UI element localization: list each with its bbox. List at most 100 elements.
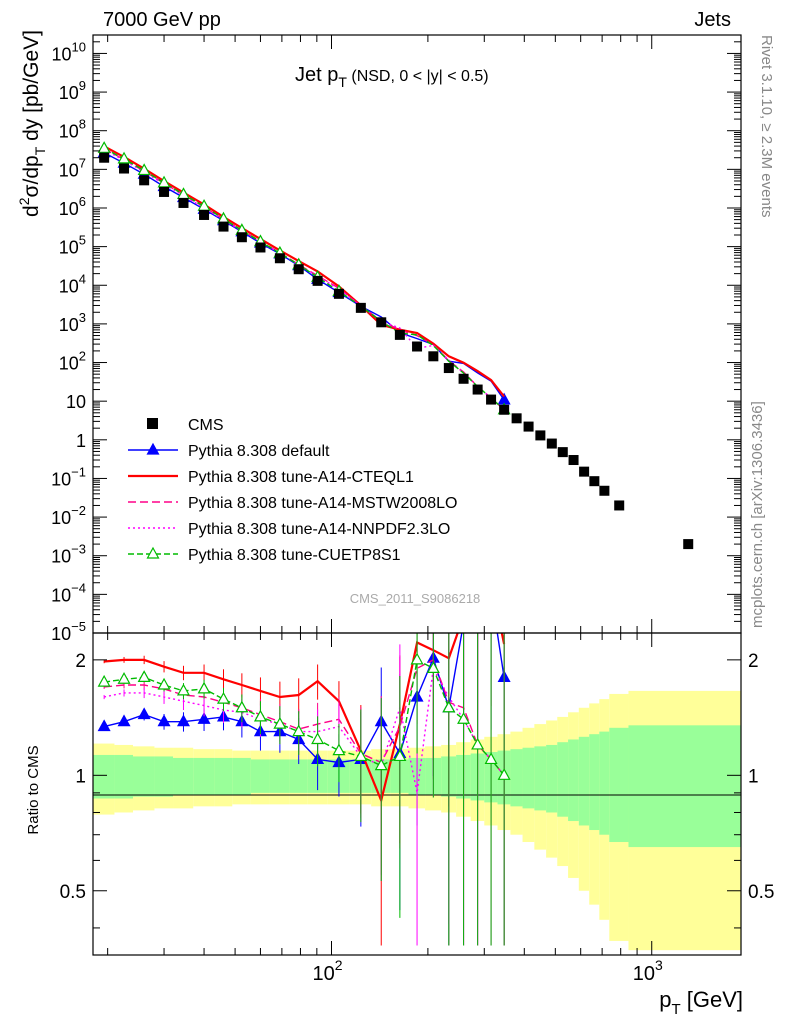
ratio-panel-frame <box>92 632 742 956</box>
ratio-series-marker <box>442 700 456 713</box>
cms-data-point <box>511 413 522 424</box>
y-tick-label: 105 <box>59 233 86 258</box>
cms-data-point <box>472 384 483 395</box>
legend-item: Pythia 8.308 default <box>128 442 330 460</box>
cms-data-point <box>178 197 189 208</box>
ratio-band-inner-bin <box>154 756 174 797</box>
ratio-band-inner-bin <box>193 757 215 795</box>
ratio-series-marker <box>176 683 190 696</box>
main-series-marker <box>117 151 131 164</box>
ratio-band-inner-bin <box>289 759 308 793</box>
legend-item: Pythia 8.308 tune-CUETP8S1 <box>128 546 401 564</box>
ratio-uncertainty-band-inner <box>93 725 741 848</box>
legend-label: CMS <box>188 417 224 434</box>
ratio-series-marker <box>216 691 231 704</box>
ratio-series-marker <box>137 670 151 683</box>
header-left: 7000 GeV pp <box>103 9 221 31</box>
legend-label: Pythia 8.308 tune-A14-CTEQL1 <box>188 469 414 486</box>
ratio-band-inner-bin <box>173 757 194 795</box>
ratio-series-marker <box>117 672 131 684</box>
analysis-watermark: CMS_2011_S9086218 <box>350 591 481 606</box>
ratio-series-marker <box>253 709 267 722</box>
cms-data-point <box>599 485 610 496</box>
ratio-series-marker <box>197 681 211 694</box>
y-tick-label: 107 <box>59 155 86 180</box>
cms-data-point <box>312 275 323 286</box>
ratio-series-marker <box>157 677 171 690</box>
ratio-series-marker <box>176 714 190 727</box>
y-tick-label: 103 <box>59 310 86 335</box>
cms-data-point <box>139 175 150 186</box>
legend-item: Pythia 8.308 tune-A14-CTEQL1 <box>128 469 414 486</box>
ratio-y-axis-label: Ratio to CMS <box>25 745 42 834</box>
ratio-series-marker <box>332 743 346 756</box>
x-tick-label: 103 <box>633 957 663 985</box>
legend-label: Pythia 8.308 tune-A14-MSTW2008LO <box>188 495 457 512</box>
y-tick-label: 102 <box>59 349 86 374</box>
ratio-band-inner-bin <box>214 757 233 795</box>
cms-data-point <box>199 209 210 220</box>
cms-data-point <box>333 288 344 299</box>
cms-data-point <box>218 221 229 232</box>
ratio-band-inner-bin <box>628 725 741 848</box>
ratio-series-marker <box>197 712 211 724</box>
ratio-band-inner-bin <box>93 754 115 799</box>
ratio-series-marker <box>117 714 131 727</box>
ratio-series-marker <box>374 758 388 771</box>
legend: CMS Pythia 8.308 default Pythia 8.308 tune… <box>128 417 457 564</box>
ratio-band-inner-bin <box>557 742 569 817</box>
ratio-band-inner-bin <box>250 759 270 793</box>
legend-item: Pythia 8.308 tune-A14-MSTW2008LO <box>128 495 457 512</box>
ratio-series-marker <box>137 707 151 720</box>
cms-data-point <box>376 317 387 328</box>
y-tick-label: 10−5 <box>51 619 86 644</box>
y-tick-label: 10−2 <box>51 503 86 528</box>
ratio-series-marker <box>484 752 498 765</box>
cms-data-point <box>683 539 694 550</box>
ratio-series-marker <box>497 768 511 780</box>
ratio-band-inner-bin <box>269 759 290 793</box>
ratio-band-inner-bin <box>609 727 629 843</box>
y-tick-label: 104 <box>59 271 86 296</box>
y-axis-label: d2σ/dpT dy [pb/GeV] <box>16 30 48 217</box>
cms-data-point <box>499 404 510 415</box>
ratio-band-inner-bin <box>546 744 558 813</box>
cms-data-point <box>579 466 590 477</box>
ratio-series-marker <box>458 617 469 627</box>
cms-data-point <box>236 232 247 243</box>
legend-label: Pythia 8.308 tune-A14-NNPDF2.3LO <box>188 521 450 538</box>
cms-data-point <box>274 253 285 264</box>
legend-label: Pythia 8.308 default <box>188 443 330 460</box>
chart-title: Jet pT (NSD, 0 < |y| < 0.5) <box>295 64 489 90</box>
ratio-band-inner-bin <box>578 736 590 826</box>
ratio-series-layer <box>97 586 511 946</box>
main-series-marker <box>97 141 111 153</box>
cms-data-point <box>486 394 497 405</box>
ratio-y-tick-label-right: 2 <box>748 651 759 672</box>
ratio-band-inner-bin <box>599 731 610 835</box>
ratio-series-marker <box>410 652 424 665</box>
y-tick-label: 1 <box>76 431 86 451</box>
cms-data-point <box>355 302 366 313</box>
legend-marker <box>146 442 160 455</box>
cms-data-point <box>412 341 423 352</box>
cms-data-point <box>614 500 625 511</box>
ratio-series-marker <box>486 586 497 596</box>
axis-ticks <box>93 34 741 955</box>
cms-data-point <box>255 242 266 253</box>
cms-data-point <box>546 438 557 449</box>
y-tick-label: 1010 <box>52 39 87 64</box>
legend-item: CMS <box>147 417 224 434</box>
ratio-band-inner-bin <box>133 756 155 797</box>
ratio-y-tick-label-right: 1 <box>748 766 759 787</box>
main-series-marker <box>157 175 171 188</box>
ratio-series-marker <box>97 674 111 687</box>
legend-label: Pythia 8.308 tune-CUETP8S1 <box>188 547 401 564</box>
ratio-series-marker <box>311 732 325 745</box>
rivet-label: Rivet 3.1.10, ≥ 2.3M events <box>758 35 775 218</box>
ratio-series-marker <box>426 661 440 674</box>
cms-data-point <box>557 447 568 458</box>
y-tick-label: 109 <box>59 78 86 103</box>
ratio-series-marker <box>393 749 407 762</box>
cms-data-point <box>523 421 534 432</box>
